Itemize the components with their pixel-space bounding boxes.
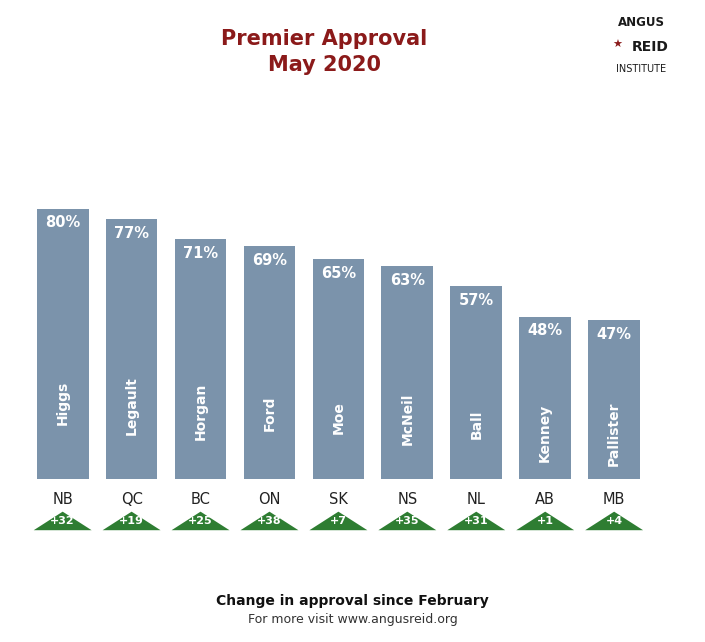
Polygon shape — [309, 512, 367, 530]
Text: 65%: 65% — [321, 266, 356, 281]
Polygon shape — [240, 512, 298, 530]
Text: QC: QC — [121, 492, 142, 507]
Polygon shape — [516, 512, 574, 530]
Text: +1: +1 — [537, 516, 553, 526]
Text: +38: +38 — [257, 516, 282, 526]
Bar — [450, 286, 502, 478]
Text: Pallister: Pallister — [607, 402, 621, 467]
Text: 48%: 48% — [527, 324, 563, 338]
Text: NL: NL — [467, 492, 486, 507]
Text: 77%: 77% — [114, 225, 149, 241]
Text: ANGUS: ANGUS — [618, 16, 665, 29]
Polygon shape — [103, 512, 161, 530]
Polygon shape — [585, 512, 643, 530]
Text: McNeil: McNeil — [400, 393, 415, 446]
Text: May 2020: May 2020 — [268, 55, 381, 74]
Text: 63%: 63% — [390, 273, 425, 288]
Text: +35: +35 — [395, 516, 419, 526]
Text: +25: +25 — [188, 516, 213, 526]
Text: 71%: 71% — [183, 246, 218, 261]
Text: 69%: 69% — [252, 252, 287, 268]
Text: NS: NS — [397, 492, 417, 507]
Bar — [175, 239, 226, 478]
Text: +4: +4 — [606, 516, 623, 526]
Text: BC: BC — [190, 492, 211, 507]
Text: +7: +7 — [330, 516, 347, 526]
Bar — [312, 259, 364, 478]
Text: Premier Approval: Premier Approval — [221, 29, 427, 49]
Bar — [588, 320, 640, 478]
Text: +19: +19 — [119, 516, 144, 526]
Text: +31: +31 — [464, 516, 489, 526]
Text: SK: SK — [329, 492, 348, 507]
Text: 57%: 57% — [459, 293, 494, 308]
Text: NB: NB — [52, 492, 73, 507]
Text: 47%: 47% — [596, 327, 632, 342]
Bar — [520, 317, 571, 478]
Text: Kenney: Kenney — [538, 404, 552, 462]
Bar — [106, 219, 157, 478]
Text: Higgs: Higgs — [56, 381, 70, 425]
Text: Moe: Moe — [331, 401, 345, 433]
Text: Legault: Legault — [125, 376, 139, 435]
Text: Ball: Ball — [470, 410, 483, 439]
Bar — [244, 246, 295, 478]
Polygon shape — [171, 512, 230, 530]
Bar — [381, 266, 433, 478]
Text: MB: MB — [603, 492, 625, 507]
Text: Change in approval since February: Change in approval since February — [216, 594, 489, 608]
Bar — [37, 209, 89, 478]
Text: Horgan: Horgan — [194, 383, 207, 440]
Text: ★: ★ — [612, 40, 622, 50]
Text: +32: +32 — [50, 516, 75, 526]
Polygon shape — [447, 512, 505, 530]
Text: For more visit www.angusreid.org: For more visit www.angusreid.org — [247, 613, 458, 626]
Text: 80%: 80% — [45, 216, 80, 230]
Text: ON: ON — [258, 492, 281, 507]
Text: AB: AB — [535, 492, 555, 507]
Text: REID: REID — [632, 40, 668, 54]
Polygon shape — [379, 512, 436, 530]
Text: Ford: Ford — [262, 395, 276, 431]
Text: INSTITUTE: INSTITUTE — [616, 64, 667, 74]
Polygon shape — [34, 512, 92, 530]
